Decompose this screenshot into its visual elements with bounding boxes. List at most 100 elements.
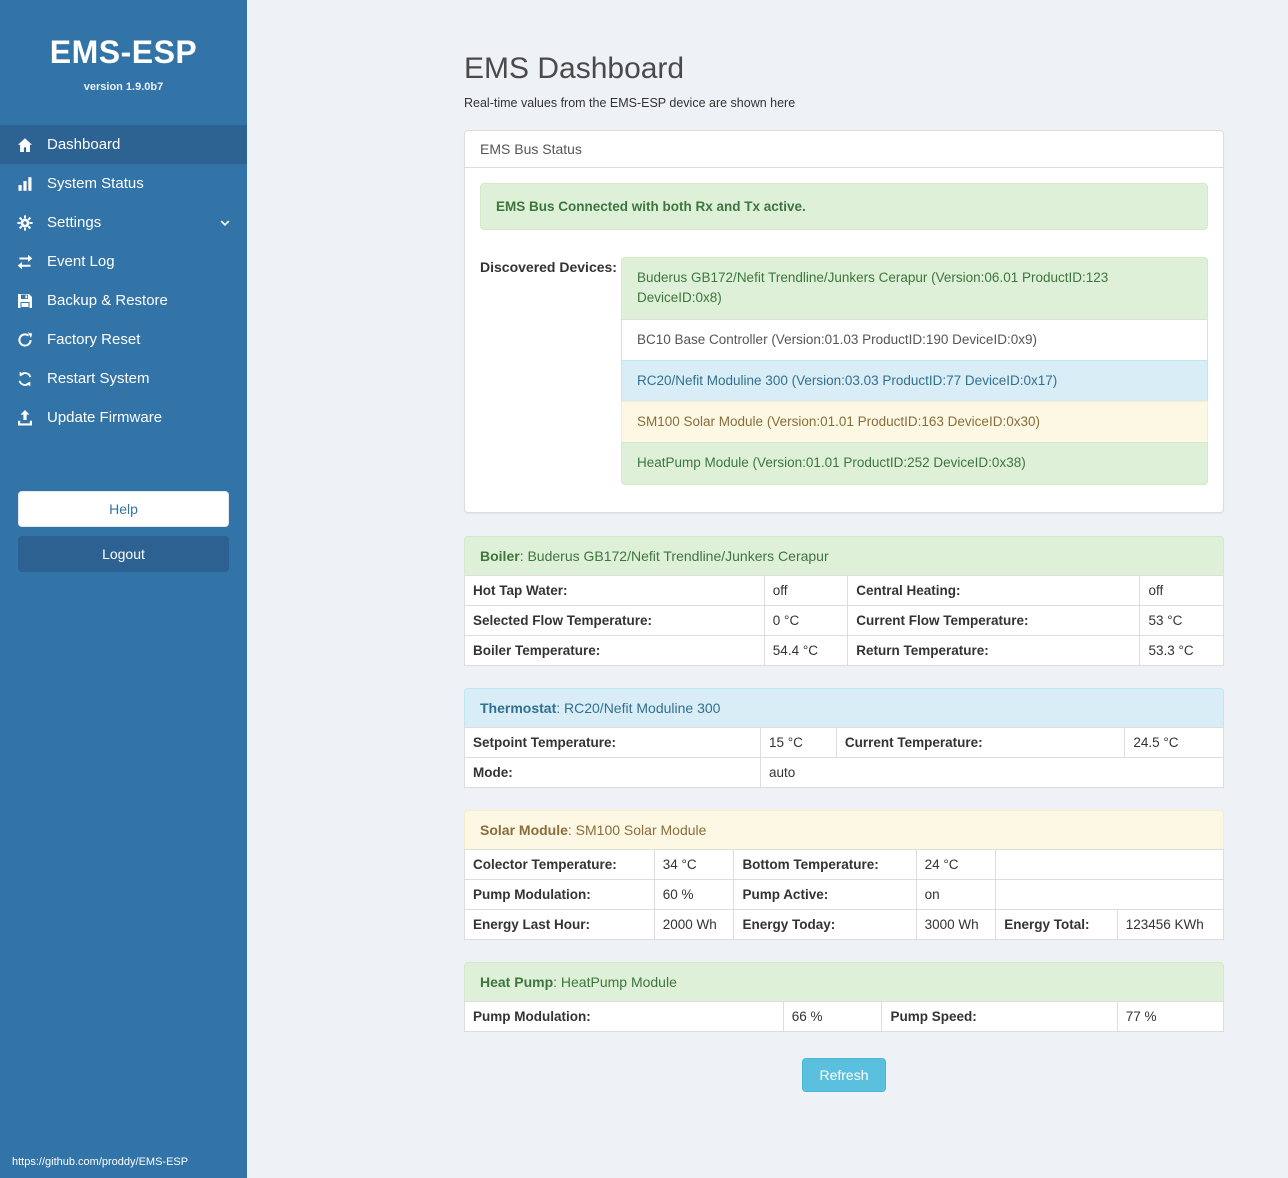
cell-value: 77 % [1116,1000,1225,1032]
restart-icon [16,371,34,387]
table-row: Pump Modulation: 60 % Pump Active: on [464,878,1224,910]
cell-label: Pump Modulation: [464,878,655,910]
bus-panel-title: EMS Bus Status [465,131,1223,168]
discovered-devices-label: Discovered Devices: [480,259,617,275]
cell-value: 66 % [782,1000,883,1032]
cell-value: 15 °C [760,726,837,758]
upload-icon [16,409,34,426]
cell-label: Boiler Temperature: [464,634,765,666]
section-device: : SM100 Solar Module [567,821,707,838]
cell-value: 54.4 °C [763,634,849,666]
table-row: Energy Last Hour: 2000 Wh Energy Today: … [464,908,1225,940]
cell-label: Energy Today: [733,908,917,940]
solar-section: Solar Module: SM100 Solar Module Colecto… [464,809,1225,940]
cell-label: Mode: [463,756,762,788]
cell-empty [995,878,1224,910]
cell-label: Current Temperature: [835,726,1126,758]
app-version: version 1.9.0b7 [83,81,164,93]
cell-value: 2000 Wh [653,908,735,940]
discovered-devices-row: Discovered Devices: Buderus GB172/Nefit … [480,252,1208,497]
cell-label: Setpoint Temperature: [463,726,762,758]
floppy-save-icon [16,293,34,309]
nav-label: Restart System [47,370,150,387]
cell-value: 53 °C [1139,604,1224,636]
transfer-arrows-icon [16,254,34,270]
table-row: Selected Flow Temperature: 0 °C Current … [464,604,1224,636]
nav-label: Settings [47,214,102,231]
cell-value: 53.3 °C [1139,634,1224,666]
section-title: Thermostat [480,699,557,716]
cell-value: off [1139,574,1224,606]
solar-table: Colector Temperature: 34 °C Bottom Tempe… [464,848,1225,940]
cell-value: 123456 KWh [1116,908,1225,940]
ems-bus-status-panel: EMS Bus Status EMS Bus Connected with bo… [464,130,1224,513]
section-device: : Buderus GB172/Nefit Trendline/Junkers … [519,547,829,564]
sidebar-buttons: Help Logout [0,491,247,572]
reset-arrow-icon [16,331,34,348]
section-device: : HeatPump Module [553,973,677,990]
section-device: : RC20/Nefit Moduline 300 [556,699,721,716]
cell-label: Energy Last Hour: [464,908,655,940]
cell-value: auto [760,756,1224,788]
cell-value: 34 °C [653,848,735,880]
home-icon [16,137,34,153]
boiler-header: Boiler: Buderus GB172/Nefit Trendline/Ju… [464,535,1224,576]
table-row: Colector Temperature: 34 °C Bottom Tempe… [464,848,1224,880]
sidebar-item-factory-reset[interactable]: Factory Reset [0,320,247,359]
cell-label: Selected Flow Temperature: [464,604,765,636]
page-title: EMS Dashboard [464,52,685,85]
bus-panel-body: EMS Bus Connected with both Rx and Tx ac… [465,168,1223,512]
sidebar-item-dashboard[interactable]: Dashboard [0,125,247,164]
sidebar-item-update-firmware[interactable]: Update Firmware [0,398,247,437]
table-row: Boiler Temperature: 54.4 °C Return Tempe… [464,634,1224,666]
cell-label: Energy Total: [995,908,1118,940]
nav-label: Event Log [47,253,115,270]
brand: EMS-ESP version 1.9.0b7 [0,0,247,113]
nav-label: Backup & Restore [47,292,168,309]
cell-value: 24.5 °C [1124,726,1224,758]
sidebar-item-event-log[interactable]: Event Log [0,242,247,281]
bus-status-alert: EMS Bus Connected with both Rx and Tx ac… [480,183,1208,230]
refresh-row: Refresh [464,1057,1224,1092]
help-button[interactable]: Help [18,491,229,527]
nav-label: System Status [47,175,144,192]
thermostat-header: Thermostat: RC20/Nefit Moduline 300 [464,687,1224,728]
sidebar-item-restart-system[interactable]: Restart System [0,359,247,398]
device-item: SM100 Solar Module (Version:01.01 Produc… [621,401,1208,444]
page-subtitle: Real-time values from the EMS-ESP device… [464,96,796,110]
boiler-section: Boiler: Buderus GB172/Nefit Trendline/Ju… [464,535,1224,666]
cell-value: 60 % [653,878,735,910]
cell-label: Pump Active: [733,878,917,910]
device-item: Buderus GB172/Nefit Trendline/Junkers Ce… [621,257,1208,320]
cell-value: on [915,878,997,910]
heatpump-header: Heat Pump: HeatPump Module [464,961,1224,1002]
cell-label: Pump Modulation: [464,1000,784,1032]
gear-icon [16,214,34,231]
cell-value: off [763,574,849,606]
chevron-down-icon [219,217,231,229]
sidebar-item-system-status[interactable]: System Status [0,164,247,203]
sidebar-nav: Dashboard System Status [0,125,247,437]
cell-empty [995,848,1224,880]
section-title: Solar Module [480,821,568,838]
heatpump-section: Heat Pump: HeatPump Module Pump Modulati… [464,961,1225,1032]
cell-label: Return Temperature: [847,634,1141,666]
device-item: BC10 Base Controller (Version:01.03 Prod… [621,318,1208,361]
github-link[interactable]: https://github.com/proddy/EMS-ESP [12,1156,189,1168]
cell-label: Bottom Temperature: [733,848,917,880]
main-content: EMS Dashboard Real-time values from the … [247,0,1288,1162]
sidebar-item-backup-restore[interactable]: Backup & Restore [0,281,247,320]
table-row: Mode: auto [463,756,1224,788]
cell-value: 24 °C [915,848,997,880]
cell-label: Central Heating: [847,574,1141,606]
cell-label: Pump Speed: [881,1000,1118,1032]
cell-label: Current Flow Temperature: [847,604,1141,636]
logout-button[interactable]: Logout [18,536,229,572]
cell-label: Colector Temperature: [464,848,655,880]
section-title: Heat Pump [480,973,554,990]
table-row: Setpoint Temperature: 15 °C Current Temp… [463,726,1224,758]
table-row: Pump Modulation: 66 % Pump Speed: 77 % [464,1000,1225,1032]
refresh-button[interactable]: Refresh [802,1057,886,1092]
sidebar-item-settings[interactable]: Settings [0,203,247,242]
heatpump-table: Pump Modulation: 66 % Pump Speed: 77 % [464,1000,1225,1032]
